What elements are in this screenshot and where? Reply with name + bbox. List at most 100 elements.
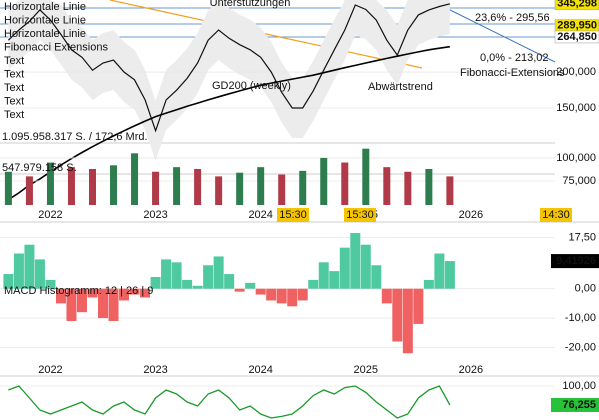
macd-bar: [203, 265, 214, 289]
macd-bar: [276, 288, 287, 304]
annotation: Abwärtstrend: [368, 81, 433, 93]
macd-bar: [444, 261, 455, 289]
x-tick-label: 2026: [459, 209, 483, 221]
macd-bar: [234, 288, 245, 292]
x-tick-label: 2025: [354, 364, 378, 376]
y-tick-label: 200,000: [556, 66, 596, 78]
macd-bar: [171, 262, 182, 289]
time-box: [344, 208, 376, 222]
last-value-box: [551, 397, 599, 412]
price-line: [8, 385, 451, 419]
y-tick-label: -20,00: [565, 341, 596, 353]
drawing-label: Text: [4, 95, 24, 107]
volume-bar: [194, 169, 202, 205]
volume-bar: [25, 176, 33, 205]
last-value-box: [551, 254, 599, 269]
x-tick-label: 2023: [143, 364, 167, 376]
x-tick-label: 2024: [248, 364, 272, 376]
volume-bar: [173, 167, 181, 205]
price-label-box: [554, 30, 599, 44]
volume-bar: [278, 174, 286, 205]
volume-bar: [299, 170, 307, 205]
macd-bar: [66, 288, 77, 321]
annotation: Fibonacci-Extensions: [460, 67, 565, 79]
last-value-label: 9,41926: [556, 255, 596, 267]
volume-bar: [362, 148, 370, 205]
volume-bar: [46, 162, 54, 205]
macd-bar: [297, 288, 308, 301]
volume-bar: [404, 171, 412, 205]
macd-bar: [140, 288, 151, 298]
x-tick-label: 2023: [143, 209, 167, 221]
y-tick-label: 17,50: [568, 231, 596, 243]
macd-bar: [182, 279, 193, 289]
volume-annotation: 547.979.158 S.: [2, 162, 77, 174]
indicator-title: MACD Histogramm: 12 | 26 | 9: [4, 285, 153, 297]
y-tick-label: 150,000: [556, 102, 596, 114]
macd-bar: [371, 265, 382, 289]
volume-bar: [446, 176, 454, 205]
macd-bar: [350, 232, 361, 289]
time-box: [277, 208, 309, 222]
macd-bar: [119, 288, 130, 301]
macd-bar: [360, 244, 371, 289]
volume-bar: [236, 172, 244, 205]
macd-bar: [339, 247, 350, 289]
macd-bar: [34, 259, 45, 289]
macd-bar: [45, 279, 56, 289]
volume-bar: [383, 167, 391, 205]
macd-bar: [129, 288, 140, 295]
macd-bar: [108, 288, 119, 321]
volume-bar: [152, 171, 160, 205]
y-tick-label: 100,00: [562, 380, 596, 392]
drawing-label: Text: [4, 55, 24, 67]
price-label: 345,298: [557, 0, 597, 10]
macd-bar: [224, 274, 235, 289]
annotation: 0,0% - 213,02: [480, 52, 549, 64]
gd200-line: [7, 45, 451, 201]
drawing-label: Horizontale Linie: [4, 1, 86, 13]
macd-bar: [434, 253, 445, 289]
volume-bar: [215, 176, 223, 205]
price-label-box: [554, 0, 599, 11]
drawing-label: Text: [4, 82, 24, 94]
drawing-label: Horizontale Linie: [4, 28, 86, 40]
volume-bar: [341, 162, 349, 205]
annotation: 23,6% - 295,56: [475, 12, 550, 24]
x-tick-label: 2022: [38, 209, 62, 221]
volume-bar: [320, 157, 328, 205]
macd-bar: [24, 244, 35, 289]
macd-bar: [255, 288, 266, 295]
last-value-label: 76,255: [562, 399, 596, 411]
x-tick-label: 2024: [248, 209, 272, 221]
macd-bar: [266, 288, 277, 301]
time-label: 15:30: [279, 209, 307, 221]
x-tick-label: 2026: [459, 364, 483, 376]
macd-bar: [413, 288, 424, 324]
downtrend-line: [109, 0, 423, 69]
drawing-label: Horizontale Linie: [4, 14, 86, 26]
macd-bar: [3, 274, 14, 289]
macd-bar: [423, 279, 434, 289]
volume-bar: [110, 165, 118, 205]
price-label: 289,950: [557, 20, 597, 32]
macd-bar: [213, 256, 224, 289]
macd-bar: [392, 288, 403, 342]
series-label: GD200 (weekly): [212, 80, 291, 92]
macd-bar: [245, 282, 256, 289]
macd-bar: [192, 285, 203, 289]
y-tick-label: 75,000: [562, 175, 596, 187]
macd-bar: [76, 288, 87, 313]
macd-bar: [287, 288, 298, 307]
drawing-label: Text: [4, 109, 24, 121]
macd-bar: [13, 253, 24, 289]
x-tick-label: 2022: [38, 364, 62, 376]
price-line: [7, 3, 451, 133]
macd-bar: [318, 262, 329, 289]
y-tick-label: 0,00: [575, 283, 596, 295]
macd-bar: [329, 271, 340, 289]
macd-bar: [308, 279, 319, 289]
volume-annotation: 1.095.958.317 S. / 172,6 Mrd.: [2, 131, 148, 143]
time-label: 15:30: [346, 209, 374, 221]
